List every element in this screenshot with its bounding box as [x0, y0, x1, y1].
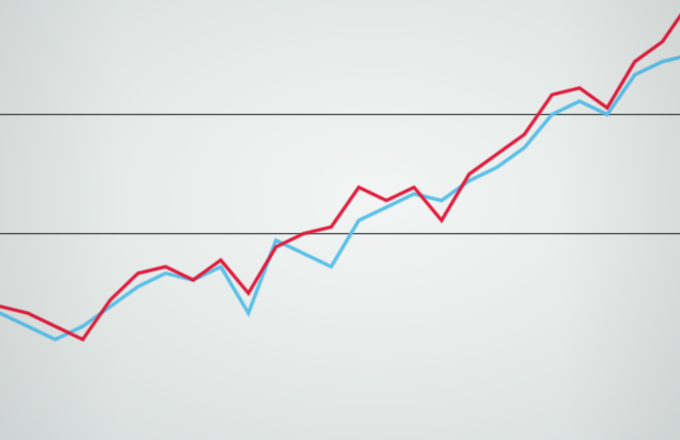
series-lines	[0, 13, 680, 342]
gridlines	[0, 113, 680, 235]
series-line-blue	[0, 55, 680, 342]
series-line-red	[0, 13, 680, 342]
